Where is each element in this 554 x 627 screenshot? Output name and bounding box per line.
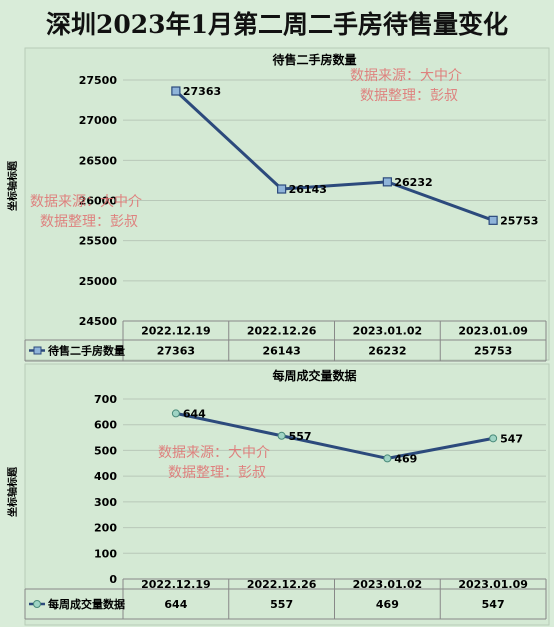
table-value-cell: 557 bbox=[270, 598, 293, 611]
data-point bbox=[171, 409, 180, 418]
data-point bbox=[382, 177, 392, 187]
data-point bbox=[277, 184, 287, 194]
data-point bbox=[489, 434, 498, 443]
page-title: 深圳2023年1月第二周二手房待售量变化 bbox=[46, 10, 508, 39]
y-axis-label: 坐标轴标题 bbox=[6, 466, 19, 517]
y-tick-label: 200 bbox=[94, 522, 117, 535]
data-label: 27363 bbox=[183, 85, 221, 98]
y-tick-label: 600 bbox=[94, 419, 117, 432]
data-label: 26232 bbox=[394, 176, 432, 189]
watermark-source: 数据来源：大中介 bbox=[350, 68, 462, 84]
table-value-cell: 26143 bbox=[262, 345, 300, 358]
legend-marker bbox=[33, 346, 42, 355]
y-tick-label: 24500 bbox=[79, 315, 118, 328]
x-category-label: 2022.12.19 bbox=[141, 578, 211, 591]
table-value-cell: 547 bbox=[482, 598, 505, 611]
watermark-author: 数据整理：彭叔 bbox=[40, 214, 138, 230]
watermark-author: 数据整理：彭叔 bbox=[360, 88, 458, 104]
y-tick-label: 26500 bbox=[79, 154, 118, 167]
legend-series-name: 待售二手房数量 bbox=[47, 344, 125, 358]
data-point bbox=[277, 431, 286, 440]
y-tick-label: 0 bbox=[109, 573, 117, 586]
y-axis-label: 坐标轴标题 bbox=[6, 160, 19, 211]
x-category-label: 2023.01.02 bbox=[353, 325, 423, 338]
series-line bbox=[174, 89, 494, 222]
data-label: 469 bbox=[394, 452, 417, 465]
table-value-cell: 25753 bbox=[474, 345, 512, 358]
listings-chart-svg: 待售二手房数量坐标轴标题2450025000255002600026500270… bbox=[6, 47, 550, 362]
chart-area bbox=[24, 47, 550, 361]
y-tick-label: 25500 bbox=[79, 235, 118, 248]
series-line bbox=[175, 411, 494, 460]
y-tick-label: 500 bbox=[94, 444, 117, 457]
chart-listings: 待售二手房数量 坐标轴标题 24500 25000 25500 26000 26500 270… bbox=[0, 46, 554, 362]
table-value-cell: 469 bbox=[376, 598, 399, 611]
y-tick-label: 27500 bbox=[79, 74, 118, 87]
chart-area bbox=[24, 363, 550, 626]
data-label: 25753 bbox=[500, 214, 538, 227]
y-tick-label: 26000 bbox=[79, 195, 118, 208]
chart-title: 待售二手房数量 bbox=[272, 52, 356, 67]
data-point bbox=[383, 454, 392, 463]
y-tick-label: 300 bbox=[94, 496, 117, 509]
y-tick-label: 100 bbox=[94, 547, 117, 560]
chart-title: 每周成交量数据 bbox=[272, 368, 356, 383]
data-label: 26143 bbox=[289, 183, 327, 196]
data-point bbox=[171, 86, 181, 96]
table-value-cell: 27363 bbox=[157, 345, 195, 358]
x-category-label: 2023.01.09 bbox=[458, 578, 528, 591]
legend-marker bbox=[33, 600, 41, 608]
table-value-cell: 26232 bbox=[368, 345, 406, 358]
data-label: 557 bbox=[289, 430, 312, 443]
data-label: 644 bbox=[183, 407, 206, 420]
y-tick-label: 700 bbox=[94, 393, 117, 406]
data-label: 547 bbox=[500, 432, 523, 445]
x-category-label: 2022.12.26 bbox=[247, 578, 317, 591]
watermark-author: 数据整理：彭叔 bbox=[168, 465, 266, 481]
x-category-label: 2023.01.02 bbox=[353, 578, 423, 591]
y-tick-label: 27000 bbox=[79, 114, 118, 127]
table-value-cell: 644 bbox=[164, 598, 187, 611]
data-point bbox=[488, 215, 498, 225]
x-category-label: 2023.01.09 bbox=[458, 325, 528, 338]
chart-transactions: 每周成交量数据 坐标轴标题 0 100 200 300 400 500 600 700 2022.1… bbox=[0, 362, 554, 627]
watermark-source: 数据来源：大中介 bbox=[30, 194, 142, 210]
watermark-source: 数据来源：大中介 bbox=[158, 445, 270, 461]
transactions-chart-svg: 每周成交量数据坐标轴标题01002003004005006007002022.1… bbox=[6, 363, 550, 626]
x-category-label: 2022.12.26 bbox=[247, 325, 317, 338]
legend-series-name: 每周成交量数据 bbox=[48, 597, 125, 611]
y-tick-label: 25000 bbox=[79, 275, 118, 288]
x-category-label: 2022.12.19 bbox=[141, 325, 211, 338]
y-tick-label: 400 bbox=[94, 470, 117, 483]
